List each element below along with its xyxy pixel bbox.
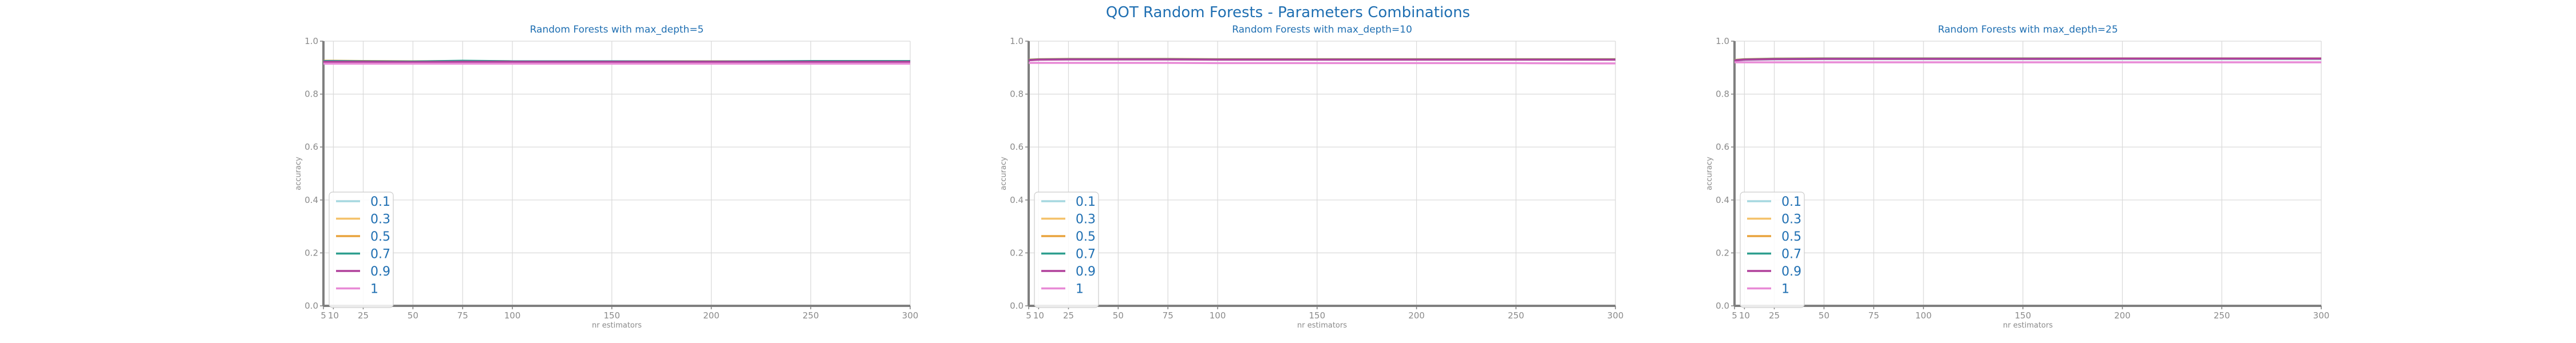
x-tick-label: 300 — [902, 310, 919, 321]
series-line-0_9 — [1028, 58, 1615, 62]
subplot-3: Random Forests with max_depth=25 0.0 0.2 0.… — [1705, 24, 2329, 330]
legend-label: 1 — [1781, 282, 1789, 297]
x-axis-label: nr estimators — [2003, 321, 2053, 330]
x-tick-label: 50 — [1113, 310, 1124, 321]
legend-label: 1 — [370, 282, 378, 297]
y-tick-label: 0.2 — [305, 248, 318, 258]
legend: 0.1 0.3 0.5 0.7 0.9 1 — [329, 192, 394, 308]
legend-label: 0.5 — [1781, 230, 1801, 244]
x-tick-label: 25 — [1769, 310, 1780, 321]
x-tick-label: 50 — [1819, 310, 1830, 321]
y-tick-label: 1.0 — [1716, 36, 1729, 46]
x-tick-label: 150 — [603, 310, 620, 321]
y-tick-label: 0.0 — [1716, 301, 1729, 311]
legend-label: 0.9 — [1781, 265, 1801, 279]
subplot-title: Random Forests with max_depth=5 — [530, 24, 704, 35]
legend-label: 0.1 — [1076, 195, 1096, 209]
x-tick-label: 250 — [1508, 310, 1524, 321]
legend-label: 1 — [1076, 282, 1084, 297]
x-tick-label: 300 — [2313, 310, 2330, 321]
x-tick-label: 10 — [328, 310, 339, 321]
legend-label: 0.3 — [370, 213, 390, 227]
legend-label: 0.9 — [370, 265, 390, 279]
x-tick-label: 75 — [457, 310, 468, 321]
subplot-title: Random Forests with max_depth=25 — [1938, 24, 2118, 35]
series-line-0_9 — [1734, 57, 2321, 62]
legend-label: 0.1 — [370, 195, 390, 209]
subplots: Random Forests with max_depth=5 0.0 0.2 0.4… — [294, 24, 2329, 330]
legend: 0.1 0.3 0.5 0.7 0.9 1 — [1034, 192, 1099, 308]
y-tick-label: 0.0 — [1010, 301, 1024, 311]
x-tick-label: 5 — [1732, 310, 1737, 321]
legend-label: 0.5 — [1076, 230, 1096, 244]
y-tick-label: 0.2 — [1010, 248, 1024, 258]
x-tick-label: 100 — [1915, 310, 1932, 321]
legend-label: 0.7 — [1781, 248, 1801, 262]
x-tick-label: 200 — [1408, 310, 1425, 321]
x-tick-label: 25 — [358, 310, 369, 321]
legend-label: 0.5 — [370, 230, 390, 244]
x-tick-label: 75 — [1163, 310, 1174, 321]
y-tick-label: 0.6 — [1716, 142, 1729, 152]
x-tick-label: 10 — [1739, 310, 1750, 321]
x-axis-label: nr estimators — [1297, 321, 1347, 330]
x-tick-label: 100 — [1210, 310, 1226, 321]
legend-label: 0.7 — [370, 248, 390, 262]
legend-label: 0.9 — [1076, 265, 1096, 279]
x-tick-label: 5 — [1026, 310, 1032, 321]
legend-box — [1034, 192, 1099, 308]
y-tick-label: 0.0 — [305, 301, 318, 311]
y-tick-label: 0.6 — [1010, 142, 1024, 152]
x-tick-label: 300 — [1607, 310, 1624, 321]
y-tick-label: 0.8 — [1010, 89, 1024, 99]
y-tick-label: 0.4 — [305, 195, 318, 205]
legend-box — [1740, 192, 1805, 308]
legend-label: 0.3 — [1781, 213, 1801, 227]
figure-title: QOT Random Forests - Parameters Combinat… — [1106, 4, 1470, 21]
legend-label: 0.3 — [1076, 213, 1096, 227]
y-axis-label: accuracy — [294, 157, 303, 190]
x-tick-label: 5 — [321, 310, 326, 321]
legend-box — [329, 192, 394, 308]
x-tick-label: 250 — [803, 310, 819, 321]
y-tick-label: 0.4 — [1716, 195, 1729, 205]
legend-label: 0.7 — [1076, 248, 1096, 262]
x-tick-label: 10 — [1033, 310, 1044, 321]
legend: 0.1 0.3 0.5 0.7 0.9 1 — [1740, 192, 1805, 308]
x-tick-label: 25 — [1063, 310, 1074, 321]
y-axis-label: accuracy — [1705, 157, 1714, 190]
y-tick-label: 0.8 — [305, 89, 318, 99]
legend-label: 0.1 — [1781, 195, 1801, 209]
x-tick-label: 75 — [1868, 310, 1879, 321]
x-tick-label: 100 — [504, 310, 521, 321]
x-tick-label: 200 — [2114, 310, 2131, 321]
y-axis-label: accuracy — [999, 157, 1008, 190]
x-tick-label: 150 — [1309, 310, 1325, 321]
y-tick-label: 1.0 — [305, 36, 318, 46]
subplot-2: Random Forests with max_depth=10 0.0 0.2 0.… — [999, 24, 1623, 330]
x-tick-label: 200 — [703, 310, 720, 321]
subplot-title: Random Forests with max_depth=10 — [1232, 24, 1412, 35]
y-tick-label: 0.4 — [1010, 195, 1024, 205]
x-tick-label: 250 — [2214, 310, 2230, 321]
subplot-1: Random Forests with max_depth=5 0.0 0.2 0.4… — [294, 24, 918, 330]
x-tick-label: 150 — [2014, 310, 2031, 321]
y-tick-label: 1.0 — [1010, 36, 1024, 46]
x-tick-label: 50 — [408, 310, 418, 321]
x-axis-label: nr estimators — [592, 321, 642, 330]
y-tick-label: 0.8 — [1716, 89, 1729, 99]
y-tick-label: 0.6 — [305, 142, 318, 152]
y-tick-label: 0.2 — [1716, 248, 1729, 258]
